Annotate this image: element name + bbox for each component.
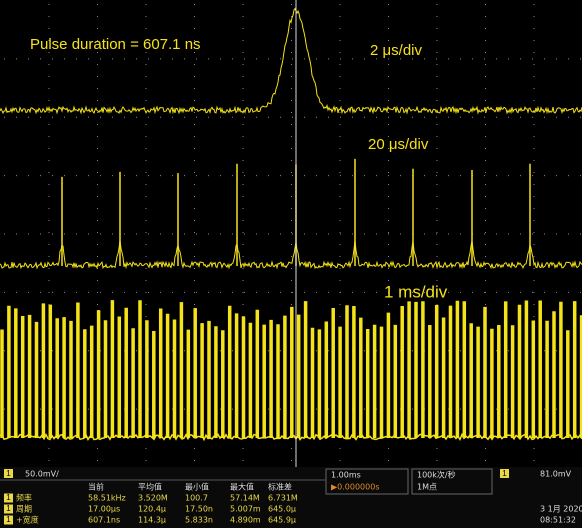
measurement-header: 标准差	[268, 482, 292, 492]
measurement-value: 645.9μ	[268, 516, 296, 525]
channel-scale: 50.0mV/	[25, 470, 59, 479]
annotation: 2 μs/div	[370, 42, 422, 59]
annotation: 1 ms/div	[384, 282, 448, 301]
measurement-value: 17.50n	[185, 505, 213, 514]
measurement-value: 58.51kHz	[88, 494, 126, 503]
measurement-value: 120.4μ	[138, 505, 166, 514]
annotation: Pulse duration = 607.1 ns	[30, 36, 201, 53]
memory: 1M点	[417, 483, 437, 492]
acquisition: 100k次/秒	[417, 470, 456, 480]
measurement-value: 57.14M	[230, 494, 260, 503]
channel-number: 1	[502, 469, 507, 478]
measurement-header: 平均值	[138, 482, 162, 492]
measurement-value: 5.007m	[230, 505, 261, 514]
page: Pulse duration = 607.1 ns 2 μs/div 20 μs…	[0, 0, 582, 528]
measurement-value: 4.890m	[230, 516, 261, 525]
measurement-value: 17.00μs	[88, 505, 120, 514]
measurement-header: 最小值	[185, 482, 209, 492]
measurement-value: 100.7	[185, 494, 208, 503]
measurement-value: 5.833n	[185, 516, 213, 525]
measurement-value: 607.1ns	[88, 516, 120, 525]
measurement-label: 频率	[16, 493, 32, 503]
delay: ▶0.000000s	[331, 483, 380, 492]
time: 08:51:32	[540, 516, 576, 525]
channel-number: 1	[6, 515, 11, 524]
measurement-value: 114.3μ	[138, 516, 166, 525]
measurement-value: 3.520M	[138, 494, 168, 503]
measurement-header: 最大值	[230, 482, 254, 492]
channel-number: 1	[6, 493, 11, 502]
channel-number: 1	[6, 504, 11, 513]
measurement-label: 周期	[16, 505, 32, 514]
measurement-value: 6.731M	[268, 494, 298, 503]
channel-number: 1	[6, 469, 11, 478]
trigger-level: 81.0mV	[540, 470, 572, 479]
annotation: 20 μs/div	[368, 136, 429, 153]
timebase: 1.00ms	[331, 471, 361, 480]
measurement-label: +宽度	[16, 515, 39, 525]
date: 3 1月 2020	[540, 505, 582, 514]
scope-screen: Pulse duration = 607.1 ns 2 μs/div 20 μs…	[0, 0, 582, 528]
measurement-header: 当前	[88, 482, 104, 492]
measurement-value: 645.0μ	[268, 505, 296, 514]
